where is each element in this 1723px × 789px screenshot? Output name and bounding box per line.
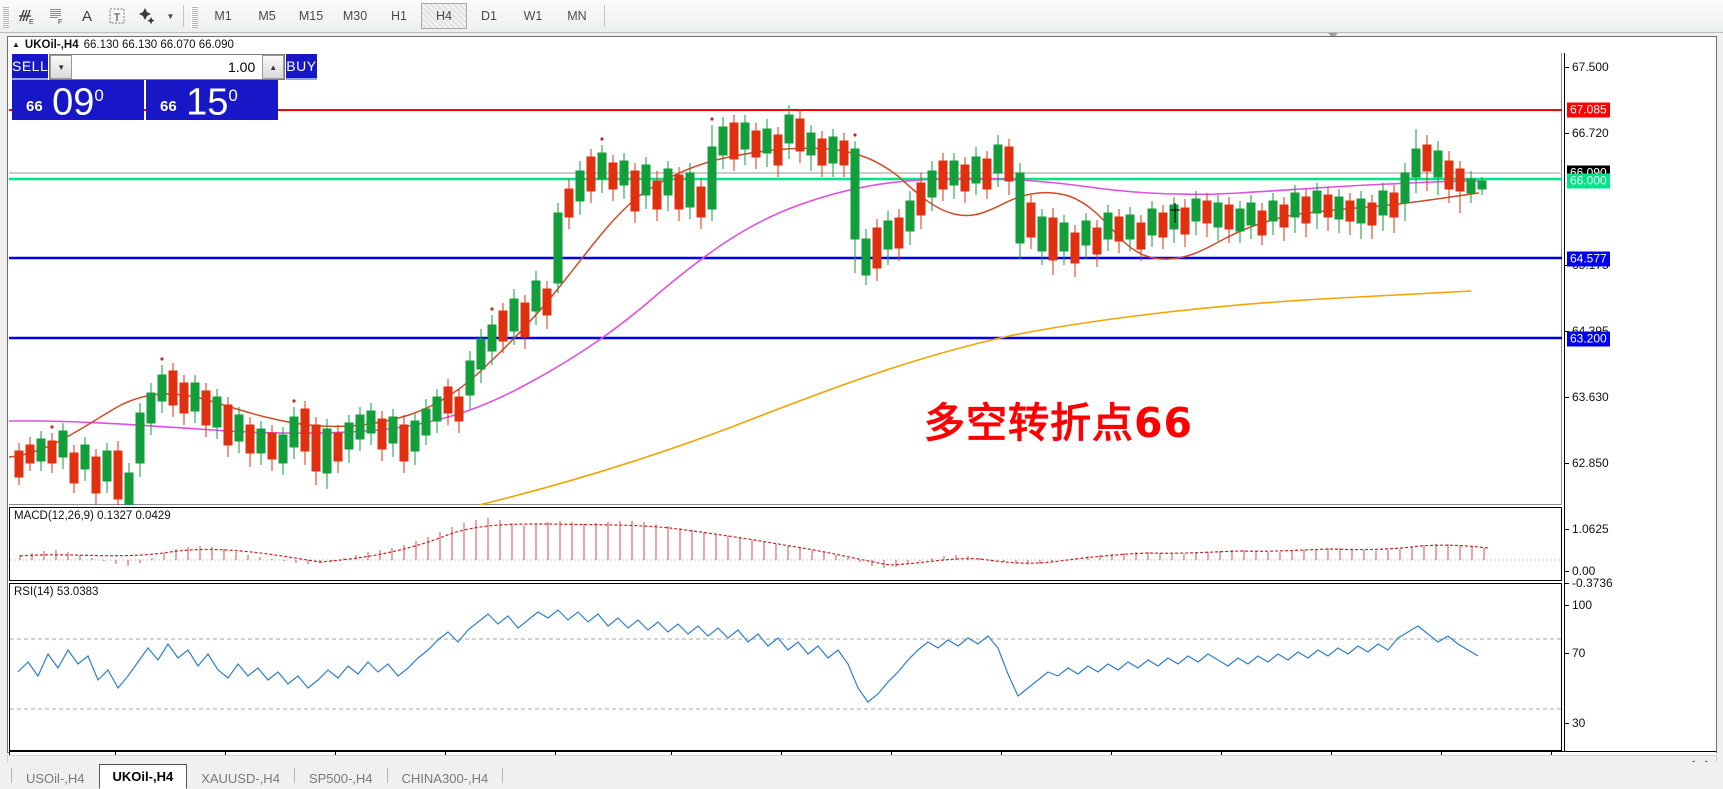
- main-toolbar: E F A T ▼ M1 M5 M15 M30 H1 H4 D1 W1 MN: [0, 0, 1723, 33]
- objects-icon[interactable]: [132, 3, 162, 29]
- tab-china300-h4[interactable]: CHINA300-,H4: [401, 770, 489, 786]
- price-tick-4: 63.630: [1565, 390, 1609, 404]
- volume-increase-icon[interactable]: ▲: [262, 55, 285, 79]
- ma-slow-line: [478, 290, 1472, 505]
- volume-decrease-icon[interactable]: ▼: [50, 55, 73, 79]
- symbol-info-bar: ▲ UKOil-,H4 66.130 66.130 66.070 66.090: [8, 37, 1716, 52]
- tab-divider-1: [293, 768, 295, 783]
- sell-price-sup: 0: [94, 86, 104, 105]
- buy-price-display[interactable]: 150 66: [146, 80, 278, 120]
- svg-text:F: F: [58, 19, 62, 26]
- timeframe-w1[interactable]: W1: [523, 9, 543, 23]
- timeframe-h1[interactable]: H1: [391, 9, 407, 23]
- volume-field-wrapper[interactable]: ▼ ▲: [49, 54, 286, 80]
- price-label-sell-line: 67.085: [1567, 102, 1610, 118]
- candlestick-series: [14, 105, 1487, 505]
- indicators-icon[interactable]: E: [12, 3, 42, 29]
- current-price-marker: [1170, 203, 1180, 223]
- price-chart-pane[interactable]: [9, 53, 1562, 505]
- price-tick-0: 67.500: [1565, 60, 1609, 74]
- toolbar-divider: [183, 5, 184, 27]
- chevron-down-icon[interactable]: ▼: [166, 11, 175, 21]
- tab-usoil-h4[interactable]: USOil-,H4: [26, 770, 85, 786]
- chart-ohlc-values: 66.130 66.130 66.070 66.090: [83, 38, 234, 51]
- templates-icon[interactable]: F: [42, 3, 72, 29]
- timeframe-mn[interactable]: MN: [567, 9, 587, 23]
- buy-button[interactable]: BUY: [286, 54, 317, 80]
- tab-divider-2: [386, 768, 388, 783]
- tab-divider-3: [502, 768, 504, 783]
- tab-divider-0: [11, 768, 12, 783]
- buy-price-prefix: 66: [160, 98, 177, 115]
- price-scale[interactable]: 67.500 66.720 65.175 64.395 63.630 62.85…: [1564, 53, 1716, 766]
- timeframe-h4[interactable]: H4: [421, 3, 467, 29]
- volume-input[interactable]: [72, 55, 263, 79]
- price-tick-1: 66.720: [1565, 126, 1609, 140]
- rsi-pane[interactable]: RSI(14) 53.0383: [9, 583, 1562, 751]
- chart-window: ▲ UKOil-,H4 66.130 66.130 66.070 66.090: [7, 36, 1717, 773]
- tab-ukoil-h4[interactable]: UKOil-,H4: [98, 764, 188, 789]
- macd-signal-line: [19, 523, 1489, 566]
- macd-pane[interactable]: MACD(12,26,9) 0.1327 0.0429: [9, 507, 1562, 581]
- buy-price-big: 15: [186, 81, 229, 120]
- price-tick-5: 62.850: [1565, 456, 1609, 470]
- macd-histogram: [19, 518, 1485, 568]
- text-label-icon[interactable]: T: [102, 3, 132, 29]
- price-label-buy-line: 66.000: [1567, 173, 1610, 189]
- timeframe-m30[interactable]: M30: [342, 9, 368, 23]
- tab-xauusd-h4[interactable]: XAUUSD-,H4: [201, 770, 280, 786]
- sell-price-display[interactable]: 090 66: [12, 80, 144, 120]
- chart-symbol-label: UKOil-,H4: [24, 38, 79, 51]
- fractal-markers: [50, 117, 857, 429]
- rsi-tick-30: 30: [1565, 716, 1585, 730]
- price-label-support-2: 63.200: [1567, 331, 1610, 347]
- macd-chart-svg: [10, 518, 1561, 568]
- chart-top-marker: [1328, 33, 1338, 38]
- buy-price-sup: 0: [228, 86, 238, 105]
- rsi-tick-70: 70: [1565, 646, 1585, 660]
- rsi-tick-100: 100: [1565, 598, 1592, 612]
- text-tool-icon[interactable]: A: [81, 7, 92, 25]
- sell-button[interactable]: SELL: [12, 54, 49, 80]
- toolbar-divider-2: [604, 5, 605, 27]
- macd-tick-2: -0.3736: [1565, 576, 1613, 590]
- sell-price-big: 09: [52, 81, 95, 120]
- timeframe-m5[interactable]: M5: [258, 9, 276, 23]
- chart-annotation-text[interactable]: 多空转折点66: [924, 399, 1194, 447]
- toolbar-grip[interactable]: [2, 4, 9, 28]
- svg-text:T: T: [114, 12, 121, 24]
- timeframe-m15[interactable]: M15: [298, 9, 324, 23]
- one-click-trading-panel[interactable]: SELL ▼ ▲ BUY 090 66 150 66: [12, 54, 317, 120]
- macd-tick-0: 1.0625: [1565, 522, 1609, 536]
- timeframe-m1[interactable]: M1: [214, 9, 232, 23]
- tab-sp500-h4[interactable]: SP500-,H4: [308, 770, 373, 786]
- expand-icon[interactable]: ▲: [12, 40, 20, 49]
- sell-price-prefix: 66: [26, 98, 43, 115]
- macd-label: MACD(12,26,9) 0.1327 0.0429: [14, 510, 171, 522]
- timeframe-d1[interactable]: D1: [481, 9, 497, 23]
- timeframe-grip[interactable]: [191, 4, 198, 28]
- chart-tabs-bar: USOil-,H4 UKOil-,H4 XAUUSD-,H4 SP500-,H4…: [7, 762, 1717, 789]
- price-chart-svg: [9, 105, 1562, 505]
- price-label-support-1: 64.577: [1567, 251, 1610, 267]
- svg-text:E: E: [29, 19, 34, 26]
- rsi-chart-svg: [10, 609, 1561, 710]
- rsi-line: [17, 609, 1479, 703]
- rsi-label: RSI(14) 53.0383: [14, 586, 99, 598]
- macd-tick-1: 0.00: [1565, 564, 1595, 578]
